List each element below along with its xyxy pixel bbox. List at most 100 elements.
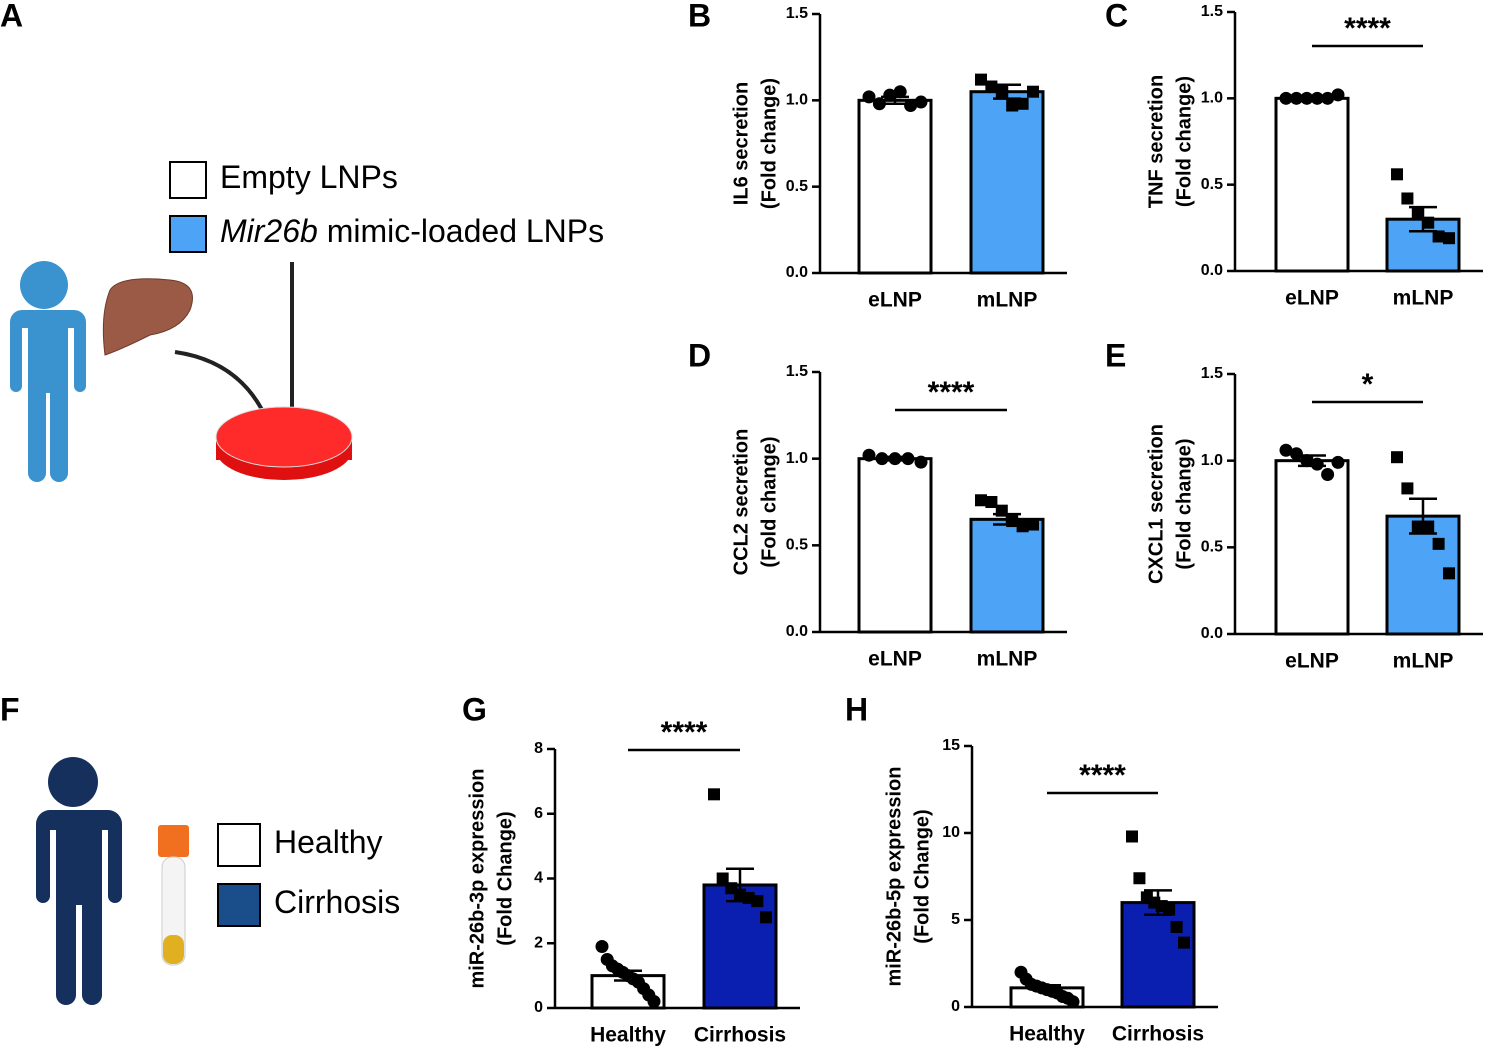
x-tick-label: eLNP (1285, 650, 1339, 673)
data-point (914, 95, 928, 109)
legend-swatch (217, 883, 261, 927)
x-tick-label: mLNP (1393, 650, 1454, 673)
significance-label: **** (1344, 12, 1391, 45)
data-point (1066, 995, 1080, 1009)
data-point (1289, 91, 1303, 105)
data-point (1178, 936, 1190, 949)
data-point (760, 911, 772, 924)
data-point (975, 494, 987, 507)
legend-italic: Mir26b (220, 213, 318, 249)
data-point (888, 452, 902, 466)
legend-label: Mir26b mimic-loaded LNPs (220, 213, 604, 249)
bar (1274, 96, 1350, 273)
y-axis-label: CCL2 secretion (730, 429, 752, 576)
data-point (1126, 830, 1138, 843)
legend-swatch (169, 215, 207, 253)
liver-icon (102, 278, 193, 356)
y-tick-label: 2 (534, 934, 543, 951)
y-axis-label: (Fold Change) (911, 809, 933, 943)
tube-serum (163, 935, 184, 964)
y-tick-label: 0.0 (1201, 625, 1223, 642)
y-tick-label: 4 (534, 870, 543, 887)
y-tick-label: 0 (534, 999, 543, 1016)
chart: B IL6 secretion (Fold change) 0.0 0.5 1.0 1.5 e… (688, 0, 1067, 312)
x-tick-label: mLNP (977, 648, 1038, 671)
panel-label: D (688, 337, 711, 373)
panel-label: A (0, 0, 23, 33)
data-point (1006, 99, 1019, 112)
data-point (1027, 85, 1039, 98)
significance-label: **** (1079, 759, 1126, 792)
data-point (893, 85, 907, 99)
y-tick-label: 6 (534, 805, 543, 822)
data-point (985, 496, 998, 508)
data-point (1006, 515, 1019, 528)
panel-label: F (0, 691, 20, 727)
y-tick-label: 0.5 (1201, 176, 1223, 193)
y-tick-label: 10 (942, 824, 960, 841)
panel-a: A (0, 0, 353, 482)
data-point (995, 504, 1008, 517)
data-point (1331, 455, 1345, 469)
data-point (1310, 457, 1324, 471)
data-point (751, 895, 764, 908)
y-axis-label: (Fold change) (1173, 438, 1195, 569)
chart: D CCL2 secretion (Fold change) 0.0 0.5 1.0 1.5… (688, 337, 1067, 671)
data-point (995, 85, 1008, 98)
y-tick-label: 1.5 (786, 363, 808, 380)
data-point (1411, 206, 1424, 219)
data-point (1411, 520, 1424, 533)
data-point (1432, 537, 1445, 550)
y-axis-label: miR-26b-3p expression (466, 768, 488, 988)
bar (969, 517, 1045, 634)
bar (969, 90, 1045, 275)
x-tick-label: Healthy (590, 1024, 666, 1047)
data-point (862, 90, 876, 104)
y-tick-label: 0.5 (1201, 539, 1223, 556)
legend-swatch (217, 823, 261, 867)
bar (857, 457, 933, 634)
legend-label: Healthy (274, 824, 383, 860)
y-tick-label: 0.0 (1201, 262, 1223, 279)
data-point (716, 872, 729, 885)
y-tick-label: 1.0 (786, 450, 808, 467)
y-tick-label: 8 (534, 740, 543, 757)
y-axis-label: TNF secretion (1145, 75, 1167, 208)
legend-text: Healthy (274, 824, 383, 860)
y-axis-label: IL6 secretion (730, 82, 752, 205)
data-point (901, 452, 915, 466)
data-point (1401, 192, 1414, 205)
x-tick-label: eLNP (1285, 287, 1339, 310)
legend-text: Empty LNPs (220, 159, 398, 195)
legend-text: mimic-loaded LNPs (318, 213, 604, 249)
person-icon (10, 261, 86, 482)
y-tick-label: 0.0 (786, 264, 808, 281)
legend-text: Cirrhosis (274, 884, 400, 920)
y-tick-label: 1.0 (1201, 90, 1223, 107)
chart: E CXCL1 secretion (Fold change) 0.0 0.5 1.0 1.… (1105, 337, 1483, 673)
data-point (1170, 920, 1183, 933)
x-tick-label: mLNP (1393, 287, 1454, 310)
legend-label: Cirrhosis (274, 884, 400, 920)
data-point (1331, 88, 1345, 102)
data-point (862, 448, 876, 462)
panel-label: B (688, 0, 711, 33)
data-point (1422, 216, 1435, 229)
x-tick-label: Cirrhosis (694, 1024, 786, 1047)
y-tick-label: 0.5 (786, 537, 808, 554)
y-tick-label: 5 (951, 911, 960, 928)
y-tick-label: 1.0 (1201, 452, 1223, 469)
bar (702, 883, 778, 1010)
data-point (595, 939, 609, 953)
data-point (975, 73, 987, 86)
y-axis-label: miR-26b-5p expression (883, 766, 905, 986)
panel-label: C (1105, 0, 1128, 33)
data-point (1289, 447, 1303, 461)
data-point (1401, 482, 1414, 495)
significance-label: **** (928, 376, 975, 409)
data-point (647, 995, 661, 1009)
y-axis-label: (Fold change) (758, 78, 780, 209)
data-point (1279, 443, 1293, 457)
significance-label: **** (661, 716, 708, 749)
